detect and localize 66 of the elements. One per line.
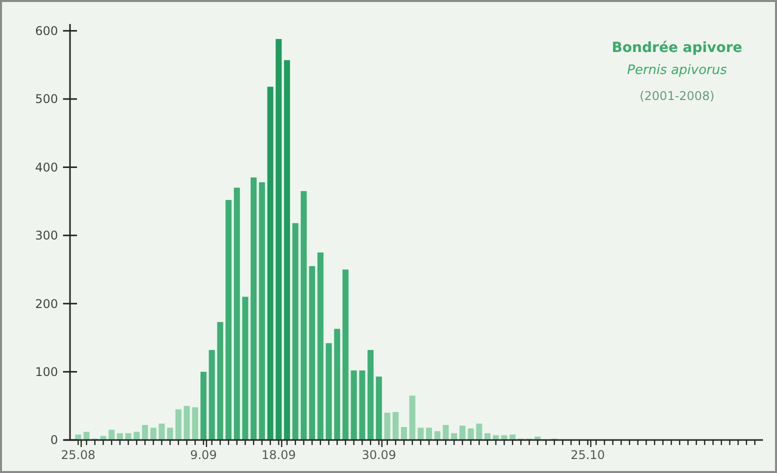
bar xyxy=(359,370,366,440)
bar xyxy=(459,426,466,440)
bar xyxy=(501,435,508,440)
y-tick-label: 100 xyxy=(35,365,58,380)
bar xyxy=(350,370,357,440)
bar xyxy=(208,350,215,440)
x-tick-label: 25.08 xyxy=(60,448,96,462)
bar xyxy=(250,177,257,440)
bar xyxy=(175,409,182,440)
x-tick-label: 18.09 xyxy=(261,448,296,462)
bar xyxy=(192,407,198,440)
bar xyxy=(300,191,307,440)
bar xyxy=(510,434,516,440)
y-tick-label: 500 xyxy=(35,92,58,106)
bar xyxy=(426,428,432,440)
bar xyxy=(217,322,224,440)
bar xyxy=(392,412,399,440)
bar xyxy=(400,427,407,440)
bar xyxy=(309,266,316,440)
bar xyxy=(167,428,174,440)
bar xyxy=(258,182,265,440)
bar xyxy=(342,270,348,440)
bar xyxy=(134,432,140,440)
bar xyxy=(75,434,82,440)
bar xyxy=(108,430,115,440)
bar xyxy=(317,252,324,440)
bar xyxy=(409,396,416,440)
bar xyxy=(376,376,382,440)
bar xyxy=(84,432,90,440)
bar xyxy=(434,431,440,440)
x-tick-label: 30.09 xyxy=(362,448,396,462)
bar xyxy=(451,433,458,440)
text: Pernis apivorus xyxy=(627,63,728,78)
bar xyxy=(418,428,424,440)
bar xyxy=(142,424,148,440)
y-tick-label: 200 xyxy=(35,296,58,311)
bar xyxy=(468,428,474,440)
bar xyxy=(242,296,248,440)
y-tick-label: 300 xyxy=(35,228,58,243)
bar xyxy=(326,343,332,440)
bar xyxy=(116,433,123,440)
bar xyxy=(276,39,282,440)
bar xyxy=(125,433,132,440)
bar xyxy=(226,200,232,440)
bar xyxy=(476,424,482,440)
annotation: (2001-2008) xyxy=(640,89,714,103)
x-tick-label: 25.10 xyxy=(570,448,605,462)
bar xyxy=(484,433,491,440)
y-tick-label: 400 xyxy=(35,160,58,174)
bar xyxy=(200,372,206,440)
bar xyxy=(368,350,374,440)
bar xyxy=(267,86,274,440)
bar xyxy=(284,60,290,440)
bar xyxy=(334,328,340,440)
bar xyxy=(292,223,298,440)
bar xyxy=(234,188,240,440)
y-tick-label: 600 xyxy=(35,24,58,38)
bar xyxy=(492,435,499,440)
text: Bondrée apivore xyxy=(612,40,742,56)
bar xyxy=(150,428,156,440)
x-tick-label: 9.09 xyxy=(190,448,217,462)
bar xyxy=(158,424,165,440)
bar xyxy=(184,406,190,440)
bar xyxy=(384,412,390,440)
y-tick-label: 0 xyxy=(50,433,58,448)
bar xyxy=(442,424,449,440)
